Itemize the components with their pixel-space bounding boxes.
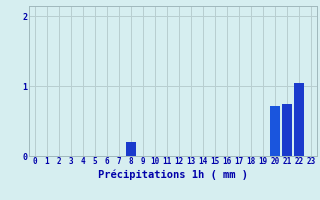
X-axis label: Précipitations 1h ( mm ): Précipitations 1h ( mm ) [98, 169, 248, 180]
Bar [282, 104, 292, 156]
Bar [270, 106, 280, 156]
Bar [294, 83, 304, 156]
Bar [126, 142, 136, 156]
